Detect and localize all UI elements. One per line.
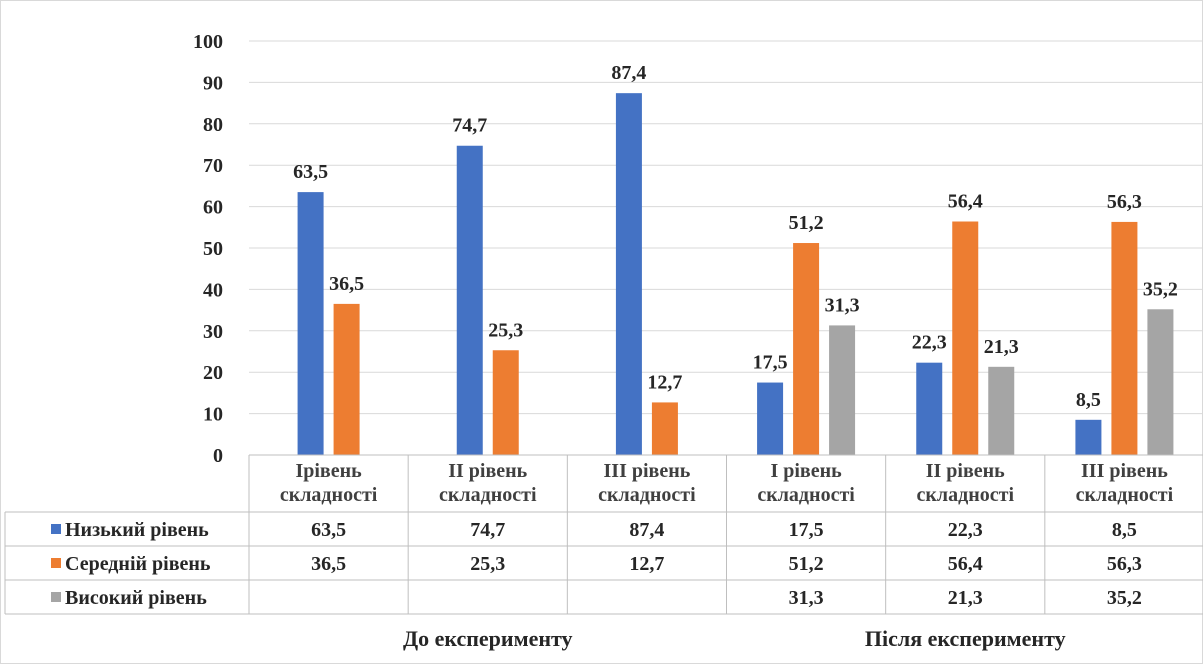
category-label: ІІ рівень: [926, 460, 1005, 482]
bar: [333, 303, 360, 455]
y-tick-label: 30: [203, 321, 223, 343]
data-label: 74,7: [452, 115, 487, 137]
bar: [1075, 419, 1102, 455]
y-tick-label: 0: [213, 445, 223, 467]
data-label: 17,5: [753, 352, 788, 374]
table-value: 56,4: [948, 553, 983, 575]
y-tick-label: 70: [203, 155, 223, 177]
table-value: 74,7: [470, 519, 505, 541]
category-label: складності: [439, 484, 537, 506]
category-label: складності: [916, 484, 1014, 506]
bar: [492, 350, 519, 455]
group-label: Після експерименту: [865, 626, 1066, 651]
data-label: 51,2: [789, 212, 824, 234]
table-value: 56,3: [1107, 553, 1142, 575]
y-tick-label: 50: [203, 238, 223, 260]
data-label: 25,3: [488, 319, 523, 341]
category-label: ІІІ рівень: [604, 460, 691, 482]
category-label: складності: [280, 484, 378, 506]
series-name: Високий рівень: [65, 587, 207, 609]
data-label: 22,3: [912, 332, 947, 354]
y-tick-label: 40: [203, 279, 223, 301]
table-value: 17,5: [789, 519, 824, 541]
bar: [793, 243, 820, 455]
legend-key: [51, 524, 61, 534]
table-value: 35,2: [1107, 587, 1142, 609]
bar: [952, 221, 979, 455]
category-label: ІІ рівень: [448, 460, 527, 482]
bar: [615, 93, 642, 455]
bar: [988, 366, 1015, 455]
data-label: 87,4: [611, 62, 646, 84]
bar: [297, 192, 324, 456]
category-label: ІІІ рівень: [1081, 460, 1168, 482]
table-value: 31,3: [789, 587, 824, 609]
series-name: Середній рівень: [65, 553, 211, 575]
table-value: 63,5: [311, 519, 346, 541]
y-tick-label: 20: [203, 362, 223, 384]
table-value: 51,2: [789, 553, 824, 575]
bar: [456, 145, 483, 455]
data-label: 12,7: [647, 371, 682, 393]
bar: [1111, 221, 1138, 455]
table-value: 21,3: [948, 587, 983, 609]
y-tick-label: 90: [203, 72, 223, 94]
table-value: 25,3: [470, 553, 505, 575]
bar: [1147, 309, 1174, 455]
data-label: 35,2: [1143, 278, 1178, 300]
table-value: 8,5: [1112, 519, 1137, 541]
series-name: Низький рівень: [65, 519, 209, 541]
data-label: 31,3: [825, 294, 860, 316]
data-label: 56,3: [1107, 191, 1142, 213]
data-label: 63,5: [293, 161, 328, 183]
table-value: 87,4: [629, 519, 664, 541]
table-value: 36,5: [311, 553, 346, 575]
y-tick-label: 80: [203, 114, 223, 136]
bar: [916, 362, 943, 455]
category-label: Ірівень: [295, 460, 362, 482]
group-label: До експерименту: [403, 626, 573, 651]
y-tick-label: 100: [193, 31, 223, 53]
y-tick-label: 10: [203, 404, 223, 426]
table-value: 12,7: [629, 553, 664, 575]
data-label: 8,5: [1076, 389, 1101, 411]
bar: [829, 325, 856, 455]
category-label: складності: [598, 484, 696, 506]
data-label: 36,5: [329, 273, 364, 295]
legend-key: [51, 558, 61, 568]
category-label: складності: [1076, 484, 1174, 506]
category-label: складності: [757, 484, 855, 506]
category-label: І рівень: [770, 460, 842, 482]
legend-key: [51, 592, 61, 602]
data-label: 21,3: [984, 336, 1019, 358]
data-label: 56,4: [948, 191, 983, 213]
y-tick-label: 60: [203, 197, 223, 219]
table-value: 22,3: [948, 519, 983, 541]
bar: [757, 382, 784, 455]
bar: [651, 402, 678, 455]
